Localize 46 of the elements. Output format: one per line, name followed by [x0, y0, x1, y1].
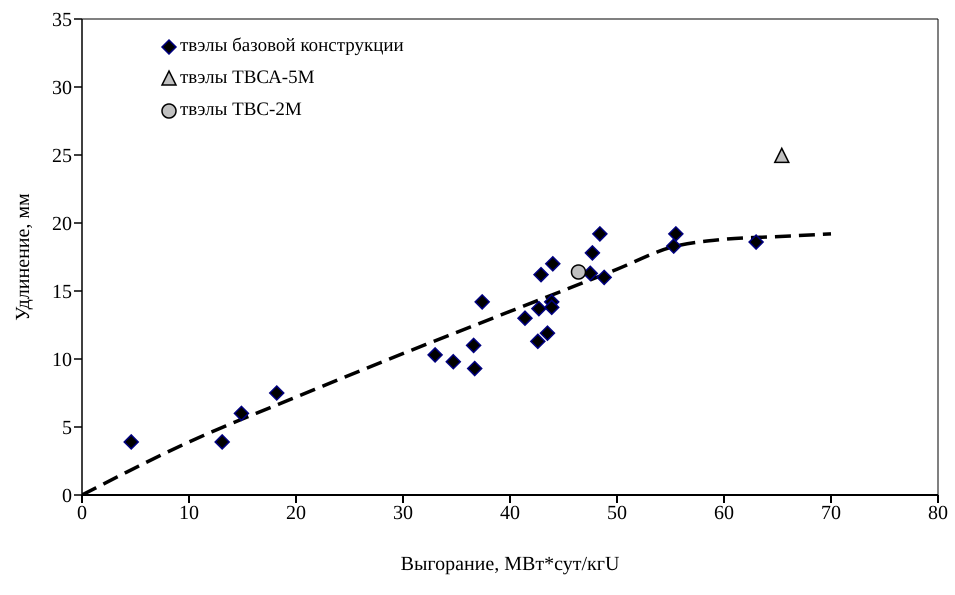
point: [123, 434, 139, 450]
point: [544, 300, 560, 316]
x-tick-label: 50: [607, 502, 627, 524]
point: [592, 226, 608, 242]
y-tick-label: 10: [52, 349, 72, 372]
point: [446, 354, 462, 370]
point: [427, 347, 443, 363]
point: [774, 148, 790, 164]
point: [517, 310, 533, 326]
point: [584, 245, 600, 261]
point: [533, 266, 549, 282]
point: [474, 294, 490, 310]
legend-label: твэлы ТВСА-5М: [180, 67, 315, 89]
point: [570, 264, 586, 280]
x-axis-title: Выгорание, МВт*сут/кгU: [400, 553, 620, 575]
point: [466, 338, 482, 354]
point: [531, 300, 547, 316]
y-tick-label: 30: [52, 77, 72, 100]
point: [748, 234, 764, 250]
x-tick-label: 60: [714, 502, 734, 524]
point: [666, 238, 682, 254]
x-tick-label: 30: [393, 502, 413, 524]
y-tick-label: 25: [52, 145, 72, 168]
y-tick-label: 0: [62, 485, 72, 508]
legend-label: твэлы базовой конструкции: [180, 35, 404, 57]
point: [596, 270, 612, 286]
point: [530, 334, 546, 350]
point: [545, 256, 561, 272]
y-tick-label: 35: [52, 9, 72, 32]
x-tick-label: 70: [821, 502, 841, 524]
y-tick-label: 5: [62, 417, 72, 440]
y-tick-label: 20: [52, 213, 72, 236]
point: [466, 360, 482, 376]
x-tick-label: 40: [500, 502, 520, 524]
point: [268, 385, 284, 401]
point: [214, 434, 230, 450]
x-tick-label: 0: [77, 502, 87, 524]
x-tick-label: 20: [286, 502, 306, 524]
point: [540, 325, 556, 341]
point: [668, 226, 684, 242]
x-tick-label: 80: [928, 502, 948, 524]
y-tick-label: 15: [52, 281, 72, 304]
x-tick-label: 10: [179, 502, 199, 524]
point: [234, 406, 250, 422]
legend-label: твэлы ТВС-2М: [180, 99, 302, 121]
y-axis-title: Удлинение, мм: [12, 192, 34, 321]
